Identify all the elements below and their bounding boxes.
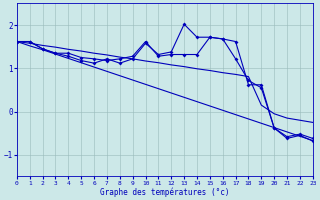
X-axis label: Graphe des températures (°c): Graphe des températures (°c) bbox=[100, 187, 229, 197]
